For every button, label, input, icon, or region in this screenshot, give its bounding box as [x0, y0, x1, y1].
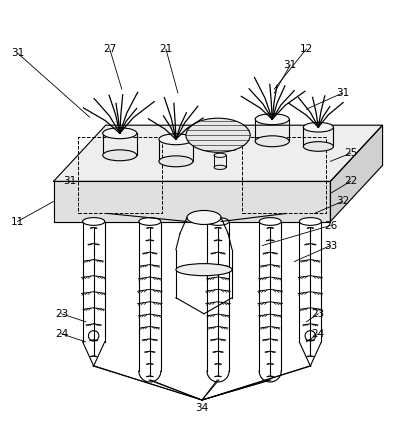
Text: 31: 31	[336, 88, 349, 98]
Ellipse shape	[176, 264, 232, 276]
Ellipse shape	[83, 218, 105, 225]
Polygon shape	[54, 125, 383, 181]
Ellipse shape	[255, 136, 289, 147]
Text: 12: 12	[300, 44, 313, 54]
Ellipse shape	[187, 210, 221, 225]
Text: 32: 32	[336, 196, 349, 206]
Text: 22: 22	[344, 176, 357, 187]
Ellipse shape	[214, 153, 226, 157]
Text: 23: 23	[55, 309, 68, 319]
Ellipse shape	[303, 142, 333, 152]
Ellipse shape	[159, 156, 193, 167]
Ellipse shape	[207, 218, 229, 225]
Ellipse shape	[299, 218, 321, 225]
Text: 25: 25	[344, 148, 357, 158]
Ellipse shape	[255, 114, 289, 124]
Ellipse shape	[159, 134, 193, 145]
Text: 27: 27	[103, 44, 116, 54]
Ellipse shape	[103, 150, 137, 161]
Text: 34: 34	[196, 403, 208, 413]
Ellipse shape	[139, 218, 161, 225]
Text: 31: 31	[63, 176, 76, 187]
Text: 24: 24	[312, 329, 325, 339]
Polygon shape	[54, 181, 330, 222]
Bar	[78, 137, 162, 214]
Text: 33: 33	[324, 241, 337, 251]
Ellipse shape	[186, 118, 250, 152]
Text: 21: 21	[159, 44, 173, 54]
Ellipse shape	[214, 165, 226, 169]
Polygon shape	[330, 125, 383, 222]
Text: 31: 31	[284, 60, 297, 70]
Text: 23: 23	[312, 309, 325, 319]
Ellipse shape	[259, 218, 281, 225]
Ellipse shape	[303, 122, 333, 132]
Ellipse shape	[103, 128, 137, 139]
Bar	[242, 137, 326, 214]
Text: 31: 31	[11, 48, 24, 58]
Text: 26: 26	[324, 221, 337, 230]
Text: 11: 11	[11, 217, 24, 226]
Text: 24: 24	[55, 329, 68, 339]
